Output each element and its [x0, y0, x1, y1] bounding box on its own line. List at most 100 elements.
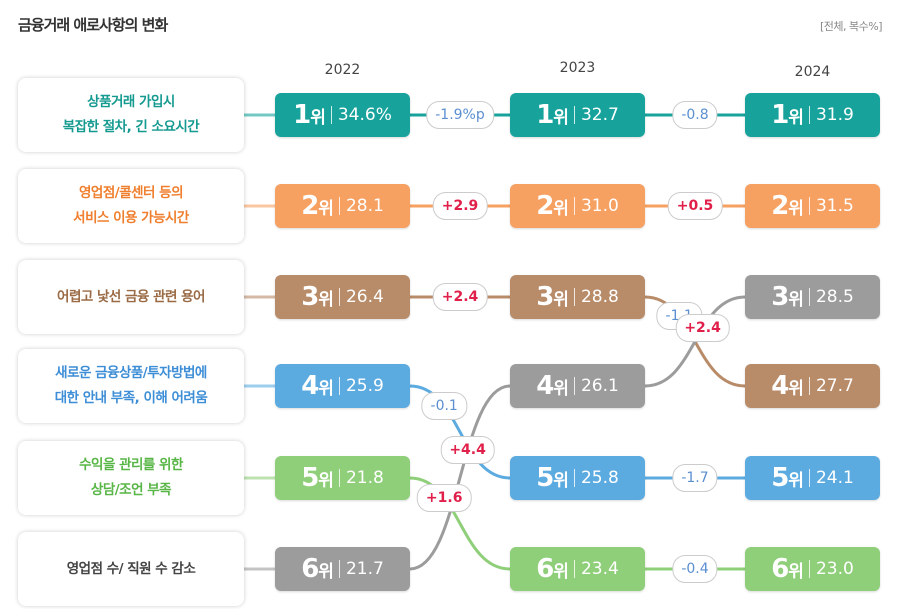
- page-title: 금융거래 애로사항의 변화: [18, 16, 168, 34]
- rank-value: 21.8: [345, 468, 384, 488]
- rank-box: 2위 31.5: [745, 184, 880, 228]
- rank-suffix: 위: [553, 379, 569, 399]
- label-line: 대한 안내 부족, 이해 어려움: [54, 390, 208, 406]
- change-badge: +2.4: [432, 283, 488, 311]
- year-2022: 2022: [324, 62, 361, 78]
- rank-suffix: 위: [318, 471, 334, 491]
- rank-value: 26.1: [580, 376, 619, 396]
- rank-box: 1위 32.7: [510, 93, 645, 137]
- rank-value: 25.8: [580, 468, 619, 488]
- rank-value: 23.0: [815, 559, 854, 579]
- rank-number: 1위: [771, 100, 804, 130]
- label-line: 새로운 금융상품/투자방법에: [55, 365, 207, 381]
- rank-value: 31.0: [580, 196, 619, 216]
- rank-value: 23.4: [580, 559, 619, 579]
- rank-value: 31.9: [815, 105, 854, 125]
- rank-box: 1위 34.6%: [275, 93, 410, 137]
- divider: [573, 288, 575, 306]
- label-text: 영업점 수/ 직원 수 감소: [67, 557, 196, 582]
- divider: [573, 106, 575, 124]
- rank-number: 3위: [771, 282, 804, 312]
- divider: [330, 106, 332, 124]
- change-badge: -0.4: [672, 555, 718, 583]
- rank-number: 1위: [293, 100, 326, 130]
- rank-number: 4위: [301, 371, 334, 401]
- rank-box: 2위 31.0: [510, 184, 645, 228]
- rank-suffix: 위: [553, 290, 569, 310]
- rank-value: 27.7: [815, 376, 854, 396]
- divider: [808, 288, 810, 306]
- rank-connector: [409, 384, 511, 571]
- change-badge: +0.5: [667, 192, 723, 220]
- label-line: 복잡한 절차, 긴 소요시간: [62, 119, 200, 135]
- rank-value: 28.5: [815, 287, 854, 307]
- rank-box: 6위 21.7: [275, 547, 410, 591]
- divider: [338, 197, 340, 215]
- label-line: 영업점/콜센터 등의: [79, 185, 183, 201]
- rank-suffix: 위: [788, 471, 804, 491]
- rank-value: 31.5: [815, 196, 854, 216]
- rank-box: 5위 25.8: [510, 456, 645, 500]
- rank-suffix: 위: [318, 379, 334, 399]
- rank-connector: [409, 384, 511, 480]
- rank-value: 21.7: [345, 559, 384, 579]
- divider: [338, 560, 340, 578]
- rank-value: 26.4: [345, 287, 384, 307]
- divider: [808, 106, 810, 124]
- rank-value: 28.8: [580, 287, 619, 307]
- year-2023: 2023: [559, 60, 596, 76]
- rank-suffix: 위: [788, 290, 804, 310]
- rank-number: 6위: [536, 554, 569, 584]
- rank-number: 2위: [301, 191, 334, 221]
- label-line: 상품거래 가입시: [87, 94, 175, 110]
- rank-box: 5위 24.1: [745, 456, 880, 500]
- divider: [338, 377, 340, 395]
- change-badge: +2.9: [432, 192, 488, 220]
- category-label: 어렵고 낯선 금융 관련 용어: [18, 260, 244, 334]
- rank-number: 2위: [536, 191, 569, 221]
- rank-suffix: 위: [553, 471, 569, 491]
- rank-suffix: 위: [788, 562, 804, 582]
- change-badge: +4.4: [440, 436, 495, 465]
- rank-box: 6위 23.0: [745, 547, 880, 591]
- label-line: 수익을 관리를 위한: [79, 457, 183, 473]
- divider: [573, 377, 575, 395]
- rank-number: 5위: [301, 463, 334, 493]
- rank-value: 24.1: [815, 468, 854, 488]
- rank-value: 25.9: [345, 376, 384, 396]
- label-text: 영업점/콜센터 등의 서비스 이용 가능시간: [73, 181, 189, 231]
- rank-suffix: 위: [788, 379, 804, 399]
- rank-value: 32.7: [580, 105, 619, 125]
- rank-number: 5위: [536, 463, 569, 493]
- change-badge: -1.7: [672, 464, 718, 492]
- rank-number: 2위: [771, 191, 804, 221]
- rank-suffix: 위: [310, 108, 326, 128]
- rank-number: 6위: [771, 554, 804, 584]
- category-label: 영업점/콜센터 등의 서비스 이용 가능시간: [18, 169, 244, 243]
- rank-box: 1위 31.9: [745, 93, 880, 137]
- label-line: 어렵고 낯선 금융 관련 용어: [57, 288, 205, 305]
- rank-box: 2위 28.1: [275, 184, 410, 228]
- change-badge: +1.6: [416, 483, 472, 512]
- rank-box: 3위 26.4: [275, 275, 410, 319]
- label-text: 수익을 관리를 위한 상담/조언 부족: [79, 453, 183, 503]
- rank-number: 3위: [536, 282, 569, 312]
- label-text: 어렵고 낯선 금융 관련 용어: [57, 285, 205, 310]
- divider: [808, 560, 810, 578]
- rank-number: 3위: [301, 282, 334, 312]
- change-badge: -0.1: [421, 391, 467, 420]
- rank-number: 1위: [536, 100, 569, 130]
- divider: [338, 288, 340, 306]
- divider: [573, 197, 575, 215]
- rank-number: 4위: [536, 371, 569, 401]
- rank-box: 4위 27.7: [745, 364, 880, 408]
- rank-suffix: 위: [553, 199, 569, 219]
- unit-note: [전체, 복수%]: [819, 20, 883, 33]
- rank-box: 6위 23.4: [510, 547, 645, 591]
- rank-number: 5위: [771, 463, 804, 493]
